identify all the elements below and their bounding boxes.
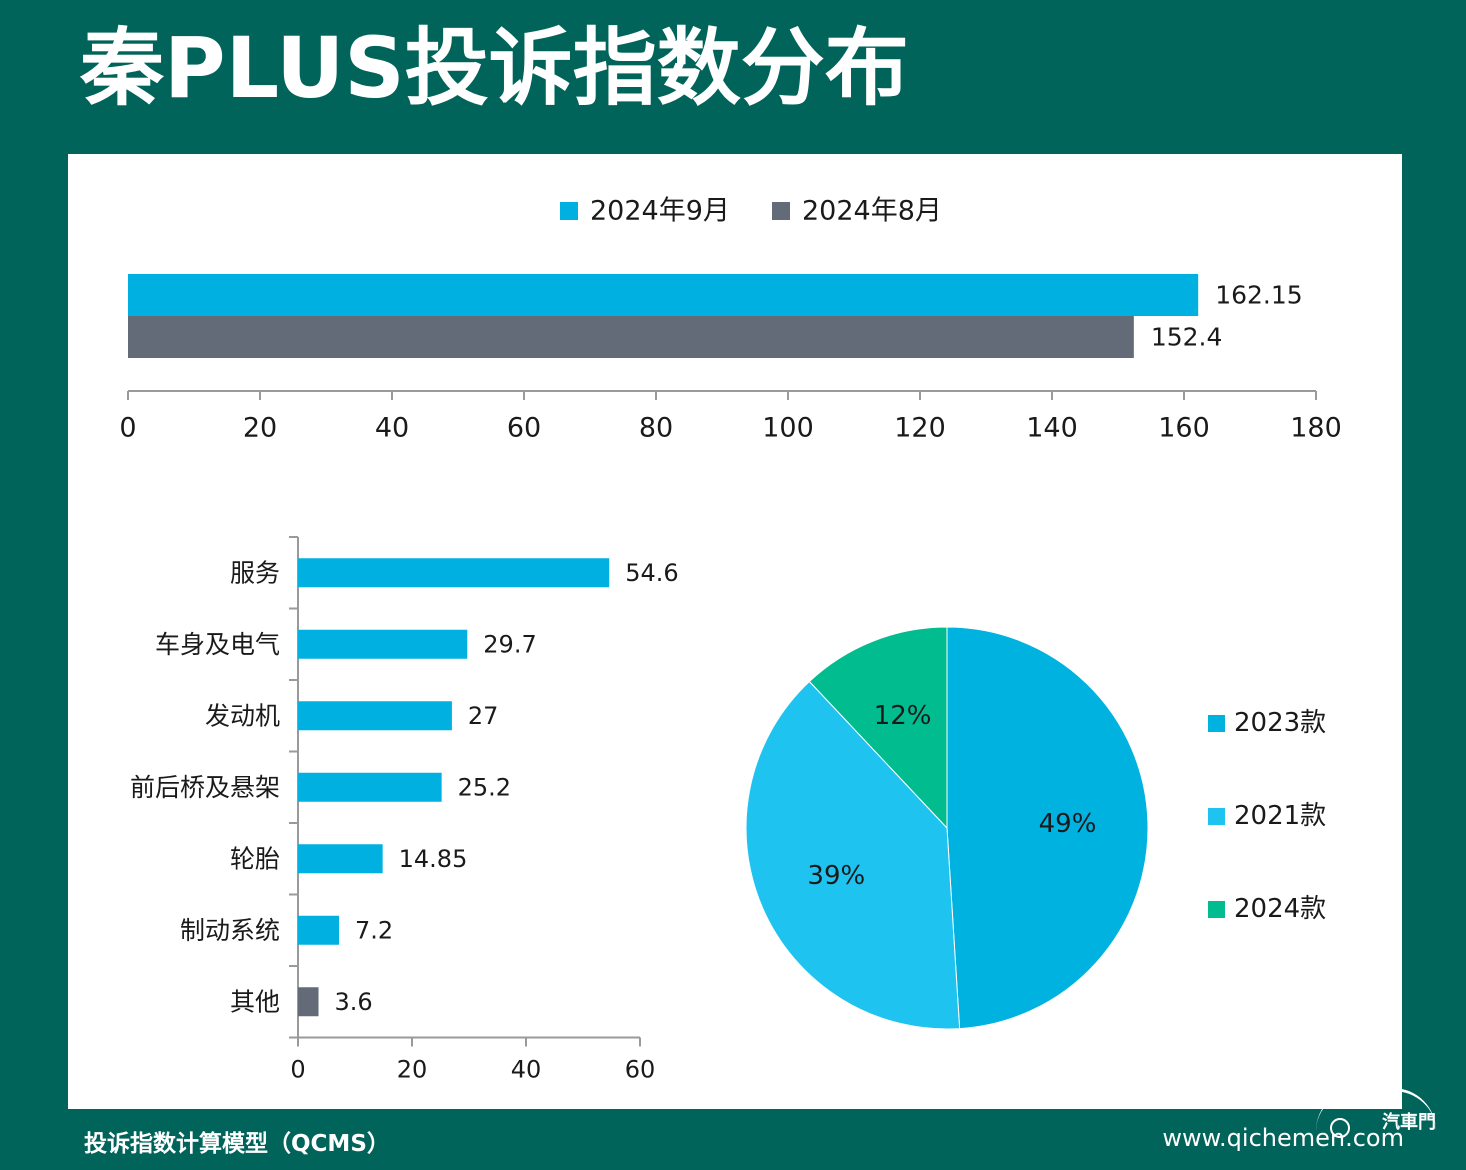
category-value-5: 7.2 xyxy=(355,916,393,944)
pie-legend-label-1: 2021款 xyxy=(1234,801,1326,831)
page-title: 秦PLUS投诉指数分布 xyxy=(80,19,909,117)
x-tick-label-5: 100 xyxy=(762,413,814,444)
bar-0 xyxy=(128,274,1199,316)
x-tick-label-7: 140 xyxy=(1026,413,1078,444)
value-tick-label-2: 40 xyxy=(511,1056,542,1084)
legend-label-0: 2024年9月 xyxy=(590,196,730,227)
brand-logo: 汽車門 xyxy=(1312,1088,1442,1144)
chart-panel: 2024年9月 2024年8月 162.15 152.4 0 20 40 60 80 100 120… xyxy=(68,154,1402,1109)
brand-arc-icon xyxy=(1316,1088,1436,1131)
x-tick-label-6: 120 xyxy=(894,413,946,444)
category-value-0: 54.6 xyxy=(625,559,678,587)
category-label-5: 制动系统 xyxy=(180,916,280,945)
category-bar-1 xyxy=(298,629,468,659)
category-value-4: 14.85 xyxy=(399,845,468,873)
pie-label-0: 49% xyxy=(1039,809,1097,839)
footer-model-note: 投诉指数计算模型（QCMS） xyxy=(84,1131,390,1157)
pie-slice-2 xyxy=(808,626,948,830)
pie-label-2: 12% xyxy=(874,701,932,731)
value-tick-label-3: 60 xyxy=(625,1056,656,1084)
pie-label-1: 39% xyxy=(807,861,865,891)
x-tick-label-4: 80 xyxy=(639,413,673,444)
category-bar-3 xyxy=(298,772,442,802)
category-bar-0 xyxy=(298,558,610,588)
category-value-6: 3.6 xyxy=(335,988,373,1016)
pie-legend-swatch-1 xyxy=(1208,808,1225,825)
category-label-3: 前后桥及悬架 xyxy=(130,773,280,802)
category-value-2: 27 xyxy=(468,702,499,730)
category-label-6: 其他 xyxy=(230,987,280,1016)
x-tick-label-2: 40 xyxy=(375,413,409,444)
pie-legend-label-2: 2024款 xyxy=(1234,894,1326,924)
x-tick-label-3: 60 xyxy=(507,413,541,444)
data-label-0: 162.15 xyxy=(1215,281,1302,310)
x-tick-label-8: 160 xyxy=(1158,413,1210,444)
value-tick-label-0: 0 xyxy=(290,1056,305,1084)
legend-swatch-0 xyxy=(560,202,578,220)
legend-label-1: 2024年8月 xyxy=(802,196,942,227)
charts-canvas: 2024年9月 2024年8月 162.15 152.4 0 20 40 60 80 100 120… xyxy=(119,196,1342,1084)
category-bar-2 xyxy=(298,701,452,731)
category-value-3: 25.2 xyxy=(458,773,511,801)
category-label-2: 发动机 xyxy=(205,701,280,730)
bar-1 xyxy=(128,316,1134,358)
x-tick-label-9: 180 xyxy=(1290,413,1342,444)
category-bar-4 xyxy=(298,844,383,874)
brand-name: 汽車門 xyxy=(1382,1112,1436,1133)
category-label-0: 服务 xyxy=(230,558,280,587)
category-label-1: 车身及电气 xyxy=(155,630,280,659)
legend-swatch-1 xyxy=(772,202,790,220)
category-bar-6 xyxy=(298,987,319,1017)
category-bar-5 xyxy=(298,915,340,945)
pie-legend-swatch-0 xyxy=(1208,715,1225,732)
category-value-1: 29.7 xyxy=(483,630,536,658)
pie-slice-0 xyxy=(946,626,1149,1030)
category-label-4: 轮胎 xyxy=(230,844,280,873)
pie-legend-label-0: 2023款 xyxy=(1234,708,1326,738)
pie-legend-swatch-2 xyxy=(1208,901,1225,918)
brand-dot-icon xyxy=(1330,1118,1350,1138)
x-tick-label-0: 0 xyxy=(119,413,136,444)
pie-slice-1 xyxy=(745,680,961,1030)
x-tick-label-1: 20 xyxy=(243,413,277,444)
data-label-1: 152.4 xyxy=(1151,323,1223,352)
value-tick-label-1: 20 xyxy=(397,1056,428,1084)
